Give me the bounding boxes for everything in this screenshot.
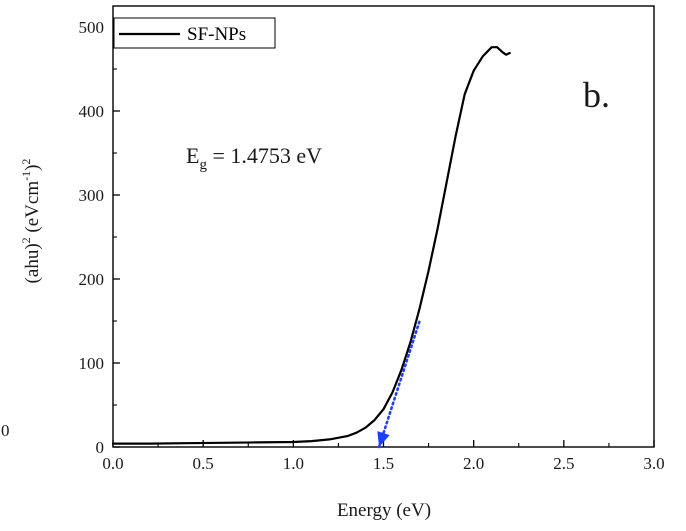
series-lines — [111, 46, 511, 449]
axis-ticks — [112, 26, 655, 448]
x-tick-label: 1.5 — [373, 454, 394, 473]
y-title-unit-close: ) — [22, 165, 43, 171]
x-tick-label: 1.0 — [283, 454, 304, 473]
y-axis-title: (ahu)2 (eVcm-1)2 — [19, 159, 43, 284]
y-title-sup2: 2 — [19, 159, 33, 165]
band-gap-subscript: g — [199, 157, 207, 173]
y-tick-label: 200 — [79, 270, 105, 289]
legend-label-sf-nps: SF-NPs — [187, 24, 246, 45]
series-line-sf-nps — [111, 46, 511, 445]
x-tick-label: 0.0 — [102, 454, 123, 473]
band-gap-symbol: E — [186, 143, 199, 168]
x-tick-label: 0.5 — [193, 454, 214, 473]
y-tick-label: 300 — [79, 186, 105, 205]
y-title-base: (ahu) — [22, 243, 43, 283]
axis-tick-labels: 0.0 0.5 1.0 1.5 2.0 2.5 3.0 0 100 200 300 400 500 — [79, 18, 665, 473]
y-tick-label: 500 — [79, 18, 105, 37]
x-tick-label: 3.0 — [643, 454, 664, 473]
legend: SF-NPs — [113, 17, 276, 49]
y-tick-label: 0 — [96, 438, 105, 457]
y-tick-label: 400 — [79, 102, 105, 121]
panel-label: b. — [583, 75, 610, 115]
x-tick-label: 2.0 — [463, 454, 484, 473]
band-gap-annotation: Eg = 1.4753 eV — [186, 143, 322, 173]
x-axis-title: Energy (eV) — [337, 500, 431, 521]
band-gap-value: = 1.4753 eV — [207, 143, 322, 168]
y-title-unit-open: (eVcm — [22, 181, 43, 238]
fit-arrowhead — [377, 431, 390, 447]
x-tick-label: 2.5 — [553, 454, 574, 473]
y-title-exp: -1 — [19, 171, 33, 181]
y-tick-label: 100 — [79, 354, 105, 373]
tangent-fit-line — [377, 319, 421, 449]
y-title-sup1: 2 — [19, 237, 33, 243]
fit-line-arrow — [377, 431, 390, 447]
stray-zero-label: 0 — [1, 421, 10, 440]
plot-frame — [112, 5, 655, 448]
